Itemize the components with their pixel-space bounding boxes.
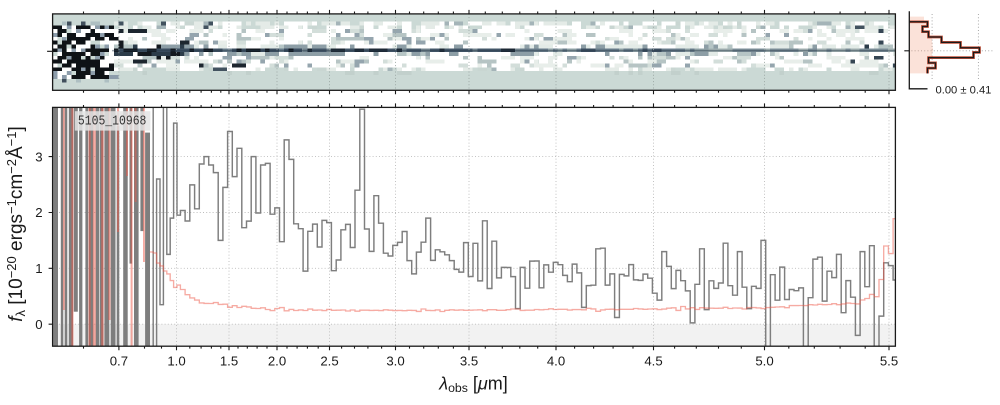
svg-text:5.0: 5.0 <box>755 353 773 368</box>
svg-text:4.5: 4.5 <box>644 353 662 368</box>
svg-text:2.0: 2.0 <box>268 353 286 368</box>
svg-text:1: 1 <box>35 261 42 276</box>
svg-text:λobs [μm]: λobs [μm] <box>438 373 508 395</box>
svg-text:0.7: 0.7 <box>110 353 128 368</box>
svg-text:3.0: 3.0 <box>386 353 404 368</box>
svg-text:1.5: 1.5 <box>220 353 238 368</box>
svg-text:2.5: 2.5 <box>320 353 338 368</box>
svg-text:3.5: 3.5 <box>460 353 478 368</box>
svg-text:0: 0 <box>35 317 42 332</box>
svg-text:2: 2 <box>35 205 42 220</box>
svg-text:5.5: 5.5 <box>880 353 898 368</box>
svg-text:1.0: 1.0 <box>167 353 185 368</box>
svg-text:fλ [10−20 ergs−1cm−2Å−1]: fλ [10−20 ergs−1cm−2Å−1] <box>4 126 28 322</box>
svg-text:4.0: 4.0 <box>547 353 565 368</box>
svg-text:3: 3 <box>35 149 42 164</box>
svg-text:0.00 ± 0.41: 0.00 ± 0.41 <box>936 85 992 97</box>
svg-text:5105_10968: 5105_10968 <box>78 115 146 130</box>
